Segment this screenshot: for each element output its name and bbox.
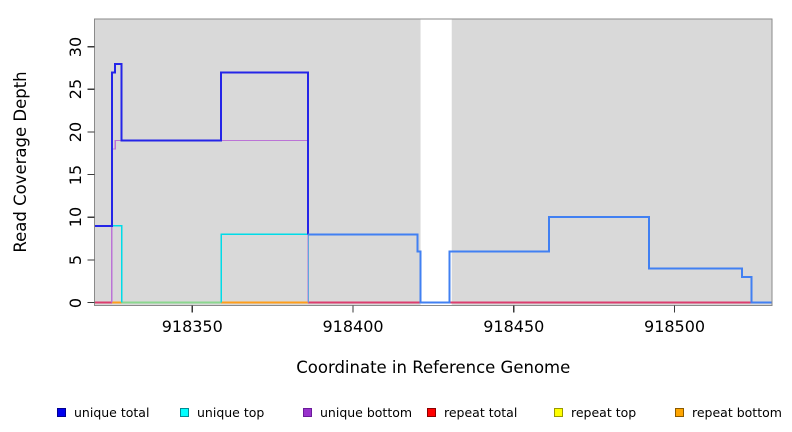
legend-swatch-icon [554,407,563,417]
series-path-unique-total-left [94,62,309,235]
legend-label: unique bottom [320,404,413,420]
x-tick-label: 918450 [483,317,545,336]
y-tick-label: 0 [66,297,85,308]
series-path-unique-total-right [308,216,772,304]
y-tick-label: 5 [66,254,85,265]
legend-swatch-icon [303,407,312,417]
panel-background-right [451,19,772,306]
legend-item-repeat-bottom: repeat bottom [675,403,782,421]
chart-legend: unique total unique top unique bottom repea… [0,399,792,421]
legend-swatch-icon [180,407,189,417]
x-tick-label: 918500 [644,317,706,336]
legend-swatch-icon [675,407,684,417]
legend-item-unique-bottom: unique bottom [303,403,412,421]
panel-background-left [94,19,421,306]
legend-item-unique-top: unique top [180,403,264,421]
legend-swatch-icon [57,407,66,417]
legend-label: repeat top [571,404,637,420]
legend-swatch-icon [427,407,436,417]
legend-item-repeat-total: repeat total [427,403,517,421]
y-axis-title: Read Coverage Depth [11,71,30,253]
legend-label: repeat total [444,404,518,420]
legend-item-unique-total: unique total [57,403,149,421]
y-tick-label: 30 [66,36,85,57]
y-tick-label: 25 [66,79,85,100]
y-tick-label: 15 [66,164,85,185]
legend-label: unique top [197,404,265,420]
x-tick-label: 918400 [322,317,384,336]
plot-box-border [94,18,773,306]
legend-item-repeat-top: repeat top [554,403,636,421]
x-axis-title: Coordinate in Reference Genome [296,358,571,377]
legend-label: unique total [74,404,150,420]
y-tick-label: 10 [66,207,85,228]
x-tick-label: 918350 [161,317,223,336]
y-tick-label: 20 [66,121,85,143]
legend-label: repeat bottom [692,404,782,420]
